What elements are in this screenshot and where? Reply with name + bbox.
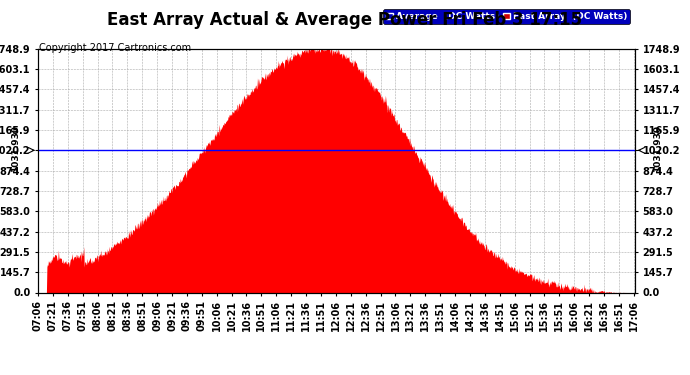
Text: East Array Actual & Average Power Fri Feb 3 17:15: East Array Actual & Average Power Fri Fe… (108, 11, 582, 29)
Text: 1031.930: 1031.930 (653, 125, 662, 172)
Text: Copyright 2017 Cartronics.com: Copyright 2017 Cartronics.com (39, 43, 191, 53)
Legend: Average  (DC Watts), East Array  (DC Watts): Average (DC Watts), East Array (DC Watts… (383, 9, 630, 24)
Text: 1031.930: 1031.930 (11, 125, 20, 172)
